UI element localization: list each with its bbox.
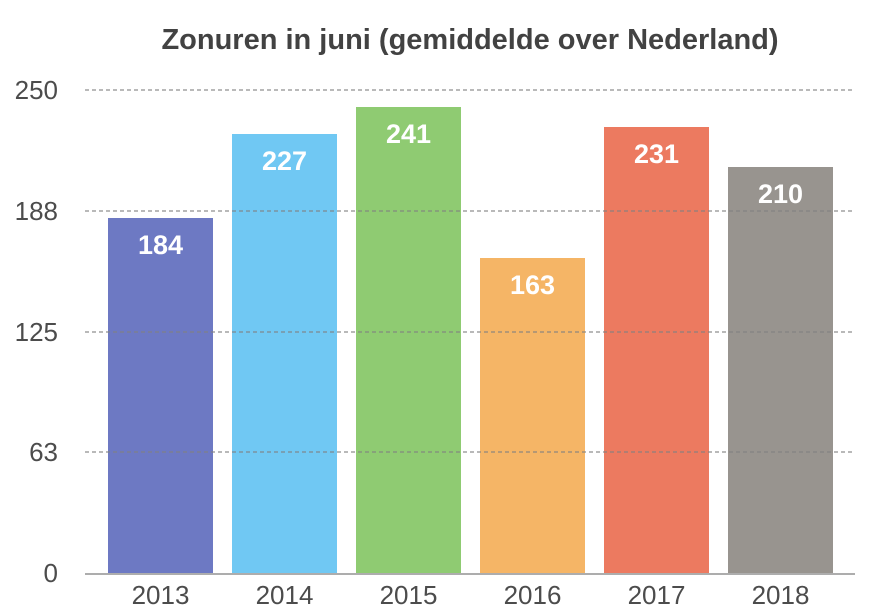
gridline-188 xyxy=(85,209,855,212)
plot-area: 184 227 241 163 231 210 xyxy=(85,89,855,575)
y-tick-label: 0 xyxy=(43,558,58,588)
bar-2014: 227 xyxy=(232,134,337,573)
y-tick-label: 188 xyxy=(14,195,58,226)
chart-title: Zonuren in juni (gemiddelde over Nederla… xyxy=(161,24,779,56)
y-tick-label: 125 xyxy=(14,316,58,347)
x-tick-label: 2014 xyxy=(255,580,314,610)
bar-2015: 241 xyxy=(356,107,461,573)
bar-value-label: 241 xyxy=(385,119,432,150)
gridline-250 xyxy=(85,89,855,91)
bar-2013: 184 xyxy=(108,217,213,573)
x-tick-label: 2018 xyxy=(751,580,810,610)
y-tick-label: 63 xyxy=(29,437,58,468)
bar-value-label: 210 xyxy=(757,179,804,210)
bar-2016: 163 xyxy=(480,258,585,573)
x-tick-label: 2013 xyxy=(131,580,190,610)
x-tick-label: 2016 xyxy=(503,580,562,610)
bar-value-label: 184 xyxy=(137,229,184,260)
x-tick-label: 2015 xyxy=(379,580,438,610)
bar-value-label: 231 xyxy=(633,138,680,169)
x-axis-line xyxy=(85,573,855,575)
gridline-125 xyxy=(85,330,855,333)
gridline-63 xyxy=(85,451,855,454)
x-tick-label: 2017 xyxy=(627,580,686,610)
y-tick-label: 250 xyxy=(14,75,58,105)
bar-2018: 210 xyxy=(728,167,833,573)
bar-value-label: 163 xyxy=(509,270,556,301)
bar-2017: 231 xyxy=(604,126,709,573)
bar-value-label: 227 xyxy=(261,146,308,177)
